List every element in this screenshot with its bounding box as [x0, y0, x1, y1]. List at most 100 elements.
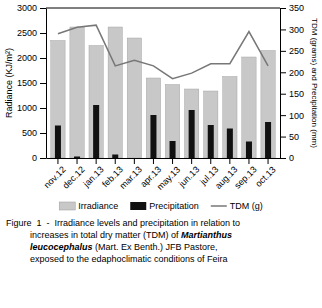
legend-item: Precipitation — [130, 201, 199, 211]
tick: may.13 — [155, 158, 182, 192]
tick-mark — [280, 72, 286, 73]
tick-mark — [210, 158, 211, 164]
bar — [170, 141, 176, 158]
tick-mark — [280, 8, 286, 9]
legend-label: Irradiance — [78, 201, 118, 211]
tick: dec.12 — [61, 158, 87, 191]
tick-label: 250 — [289, 46, 304, 56]
tick-label: 0 — [289, 153, 294, 163]
tick-label: 50 — [289, 132, 299, 142]
tick-mark — [40, 83, 46, 84]
tick: 0 — [280, 153, 294, 163]
tick-mark — [77, 158, 78, 164]
chart: nov.12dec.12jan.13feb.13mar.13apr.13may.… — [0, 0, 322, 308]
bar — [93, 105, 99, 158]
tick-label: 2500 — [17, 28, 37, 38]
tick-mark — [172, 158, 173, 164]
tick-mark — [134, 158, 135, 164]
tick-mark — [280, 115, 286, 116]
legend-swatch — [211, 205, 227, 207]
bar — [246, 142, 252, 159]
tick: 1500 — [17, 78, 46, 88]
axis-line — [280, 9, 281, 159]
bar — [112, 155, 118, 159]
caption-text: exposed to the edaphoclimatic conditions… — [30, 254, 228, 264]
y-axis-title: Radiance (KJ/m²) — [4, 48, 14, 118]
frame — [46, 8, 280, 9]
tick-mark — [40, 133, 46, 134]
tick-label: 150 — [289, 89, 304, 99]
tick-label: jun.13 — [176, 164, 201, 189]
tick: 500 — [22, 128, 46, 138]
caption-text: increases in total dry matter (TDM) of — [30, 230, 181, 240]
tick-label: 1500 — [17, 78, 37, 88]
caption-text: (Mart. Ex Benth.) JFB Pastore, — [93, 242, 218, 252]
tick-mark — [280, 51, 286, 52]
tick-mark — [40, 108, 46, 109]
tick-label: jan.13 — [81, 164, 106, 189]
tick-mark — [40, 8, 46, 9]
tick-label: 0 — [32, 153, 37, 163]
bar — [208, 125, 214, 158]
tick: oct.13 — [253, 158, 277, 189]
tick: 100 — [280, 111, 304, 121]
tick-mark — [40, 58, 46, 59]
tick-mark — [115, 158, 116, 164]
bar — [70, 27, 84, 158]
y2-axis-title: TDM (grams) and Precipitation (mm) — [310, 18, 319, 148]
bar — [204, 91, 218, 158]
tick: sep.13 — [232, 158, 258, 191]
bar — [74, 157, 80, 159]
legend-label: TDM (g) — [230, 201, 263, 211]
caption-line: leucocephalus (Mart. Ex Benth.) JFB Past… — [30, 242, 218, 252]
tick: 0 — [32, 153, 46, 163]
tick-mark — [248, 158, 249, 164]
caption-line: exposed to the edaphoclimatic conditions… — [30, 254, 228, 264]
bar — [265, 122, 271, 158]
bar-series — [51, 27, 275, 158]
legend-swatch — [59, 202, 75, 210]
tick-mark — [153, 158, 154, 164]
tick-mark — [229, 158, 230, 164]
legend-label: Precipitation — [149, 201, 199, 211]
tick-label: dec.12 — [61, 164, 87, 190]
caption-text: Figure 1 - Irradiance levels and precipi… — [6, 218, 240, 228]
plot: nov.12dec.12jan.13feb.13mar.13apr.13may.… — [17, 3, 304, 192]
bar — [223, 77, 237, 159]
tick: 200 — [280, 68, 304, 78]
tick-mark — [40, 158, 46, 159]
bar — [242, 57, 256, 158]
tick: 2000 — [17, 53, 46, 63]
caption-line: increases in total dry matter (TDM) of M… — [30, 230, 232, 240]
legend: Irradiance Precipitation TDM (g) — [59, 201, 263, 211]
bar — [165, 85, 179, 159]
marks — [51, 25, 275, 158]
tick-label: 3000 — [17, 3, 37, 13]
tick: 3000 — [17, 3, 46, 13]
tick: 1000 — [17, 103, 46, 113]
y2-axis: 050100150200250300350 — [280, 3, 304, 163]
tick-mark — [280, 94, 286, 95]
bar — [146, 78, 160, 158]
tick-label: mar.13 — [118, 164, 145, 191]
legend-swatch — [130, 202, 146, 210]
tick-label: 500 — [22, 128, 37, 138]
tick: 300 — [280, 25, 304, 35]
tick: 250 — [280, 46, 304, 56]
bar — [150, 115, 156, 158]
x-axis: nov.12dec.12jan.13feb.13mar.13apr.13may.… — [42, 158, 281, 192]
bar — [184, 89, 198, 158]
y-axis: 0 500 1000 1500 2000 2500 3000 — [17, 3, 47, 163]
tick-mark — [280, 137, 286, 138]
bar — [127, 38, 141, 158]
tick: 150 — [280, 89, 304, 99]
bar — [227, 129, 233, 159]
caption-text: leucocephalus — [30, 242, 93, 252]
bar — [131, 158, 137, 159]
tick-label: 1000 — [17, 103, 37, 113]
bar-series — [55, 105, 271, 158]
tick-label: 100 — [289, 111, 304, 121]
tick: mar.13 — [118, 158, 145, 191]
bar — [89, 46, 103, 159]
line — [58, 25, 268, 79]
